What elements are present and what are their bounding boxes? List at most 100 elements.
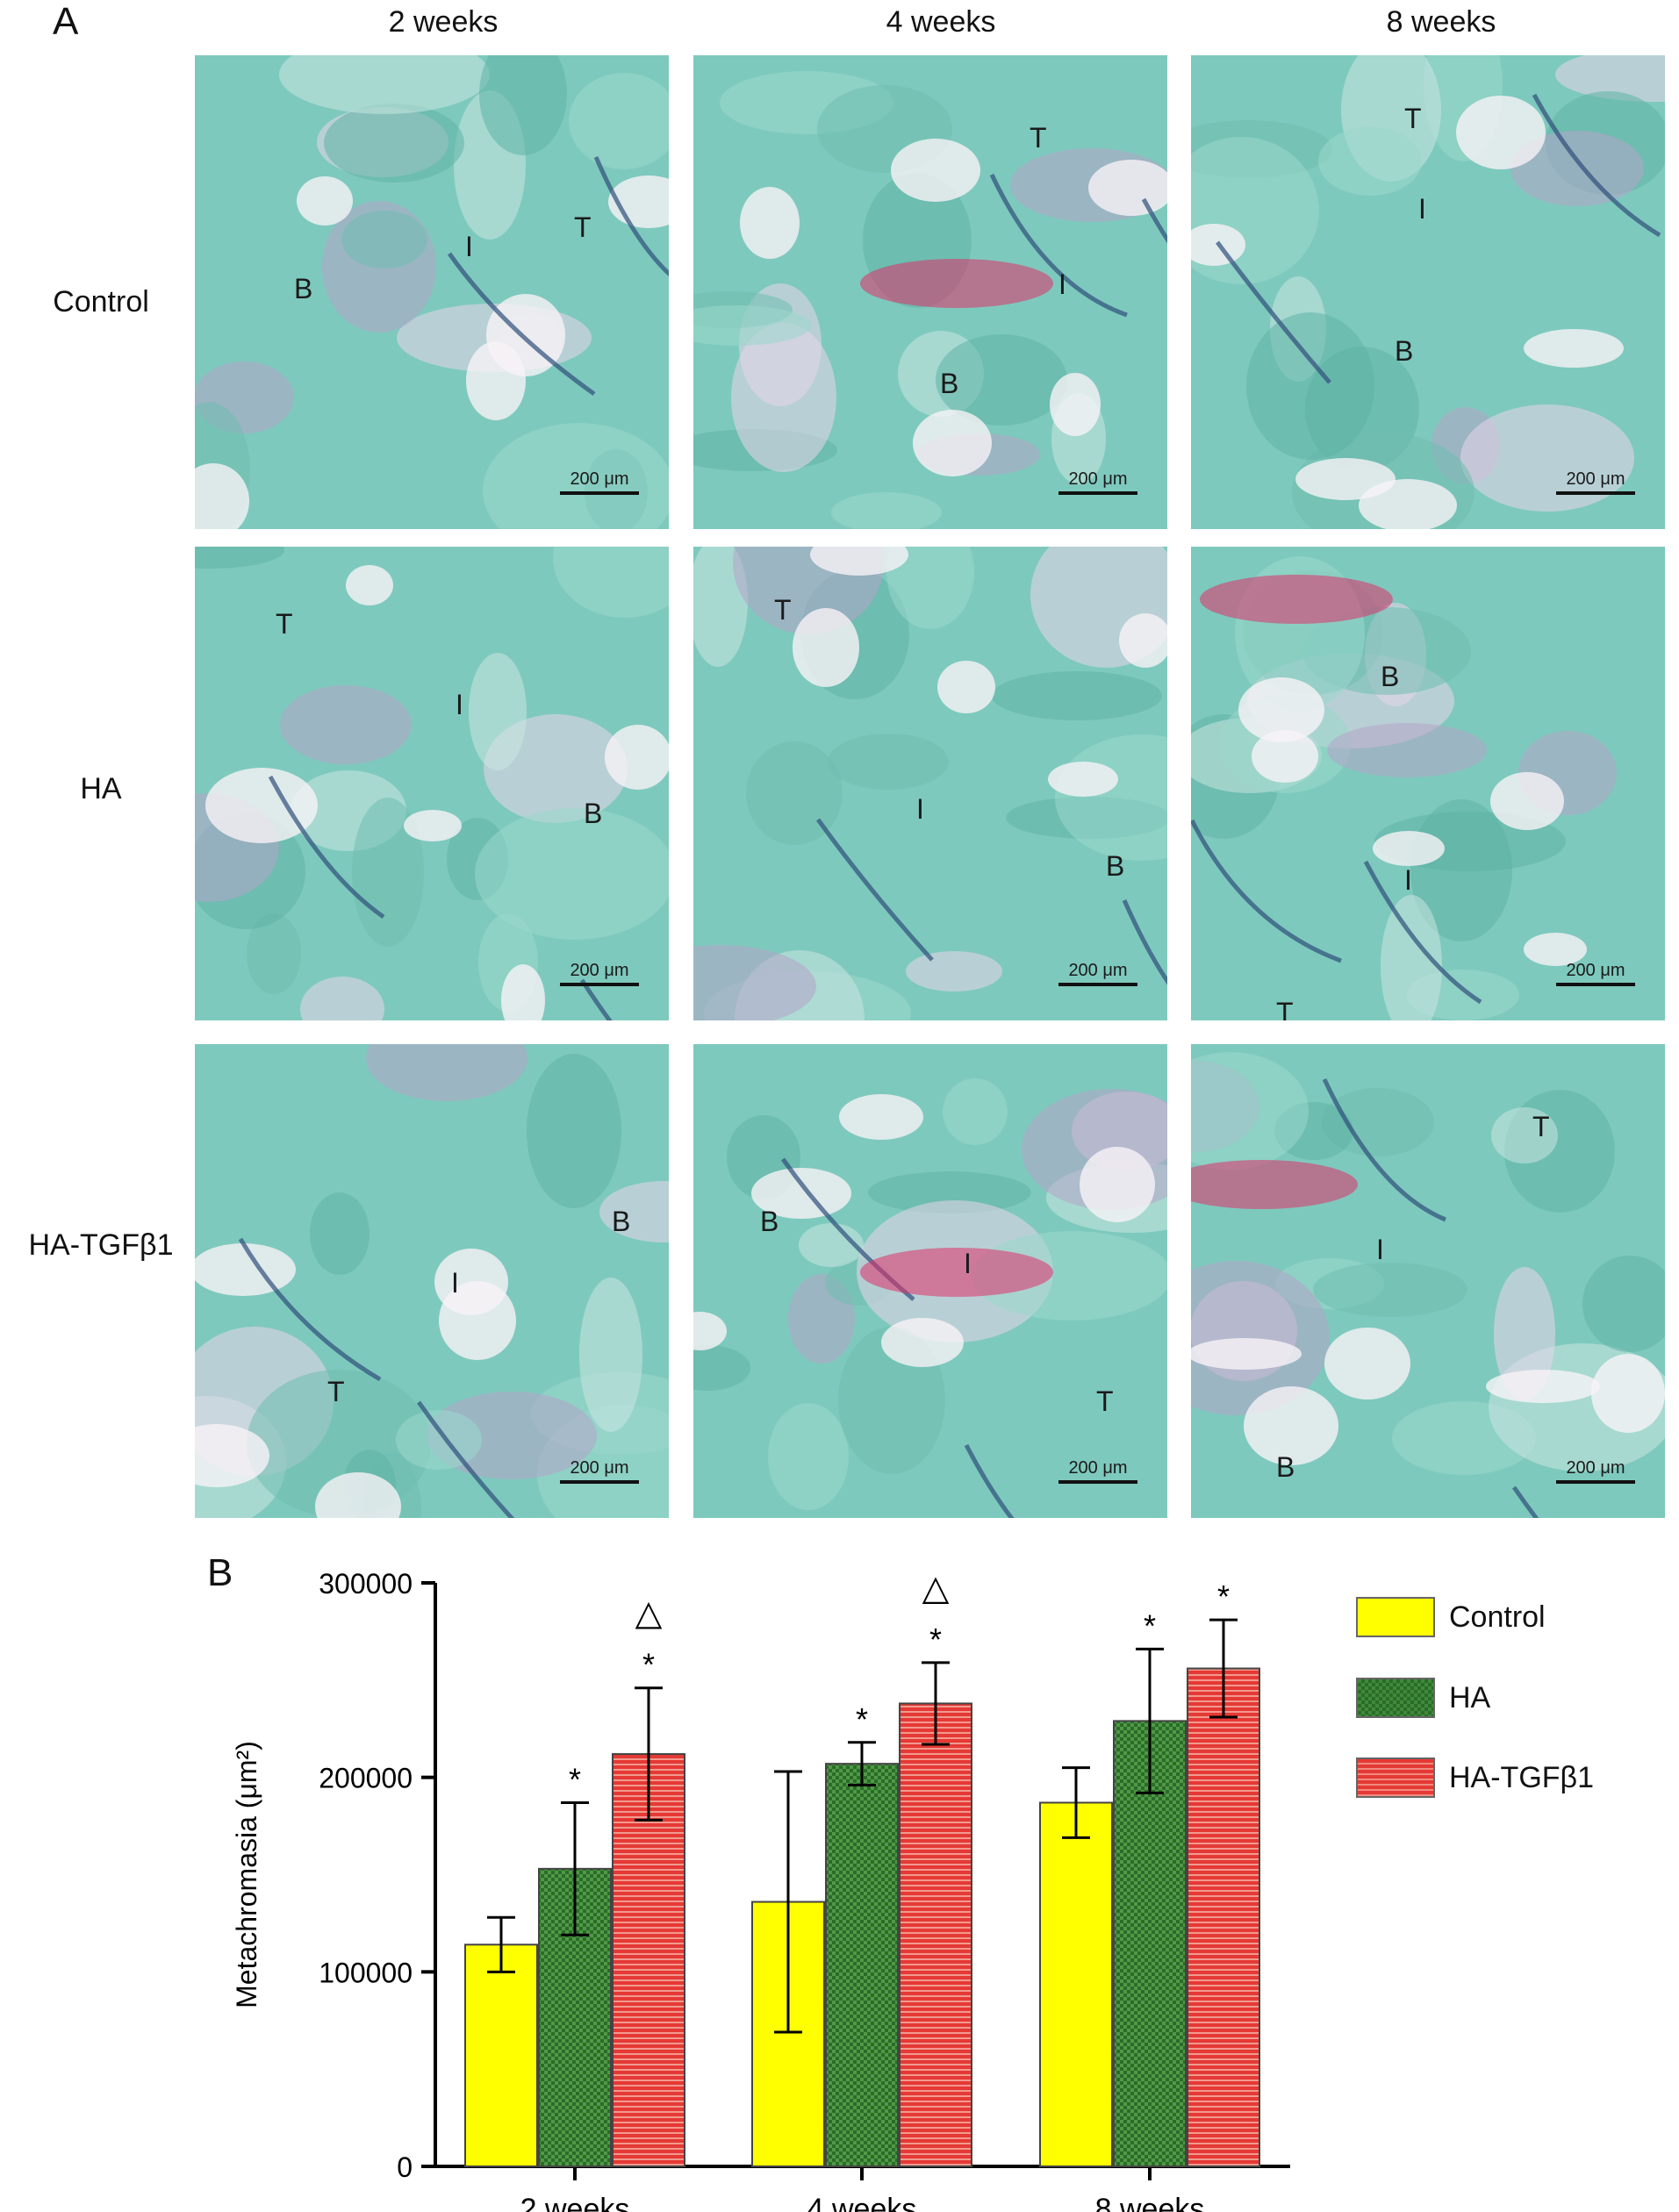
scale-bar-line — [1556, 1480, 1635, 1484]
bar — [1187, 1667, 1260, 2168]
bar — [612, 1753, 685, 2167]
scale-bar-line — [1058, 983, 1137, 986]
tissue-label: I — [456, 689, 463, 720]
tissue-label: T — [1276, 997, 1294, 1020]
scale-bar-label: 200 μm — [570, 1458, 629, 1478]
tissue-label: T — [574, 211, 592, 243]
scale-bar-label: 200 μm — [570, 469, 629, 489]
tissue-label: T — [1532, 1111, 1550, 1142]
significance-marker: * — [929, 1621, 942, 1657]
micrograph-tile: B I T 200 μm — [195, 1044, 669, 1518]
tissue-label: T — [327, 1376, 345, 1407]
micrograph-image — [1191, 1052, 1665, 1518]
tissue-label: B — [1395, 335, 1414, 367]
scale-bar-label: 200 μm — [1566, 469, 1625, 489]
column-header-2-weeks: 2 weeks — [388, 5, 499, 39]
row-header-control: Control — [53, 285, 149, 319]
micrograph-tile: T I B 200 μm — [195, 547, 669, 1020]
tissue-label: T — [1404, 103, 1422, 134]
significance-marker: * — [1217, 1578, 1230, 1614]
x-tick-label: 4 weeks — [807, 2193, 917, 2212]
significance-marker: * — [642, 1647, 655, 1683]
tissue-label: T — [1096, 1385, 1114, 1417]
micrograph-image — [693, 547, 1167, 1020]
tissue-label: I — [1058, 268, 1066, 300]
micrograph-tile: T I B 200 μm — [1191, 1044, 1665, 1518]
scale-bar-line — [1556, 491, 1635, 495]
scale-bar-line — [1058, 1480, 1137, 1484]
scale-bar-line — [560, 983, 639, 986]
significance-marker: * — [856, 1701, 868, 1737]
micrograph-tile: B I T 200 μm — [1191, 547, 1665, 1020]
tissue-label: I — [465, 231, 473, 262]
tissue-label: B — [584, 798, 603, 829]
column-header-8-weeks: 8 weeks — [1386, 5, 1496, 39]
scale-bar: 200 μm — [560, 1458, 639, 1484]
y-tick-label: 200000 — [319, 1763, 413, 1794]
y-axis-label: Metachromasia (μm²) — [231, 1741, 262, 2008]
panel-a-letter: A — [53, 0, 79, 43]
tissue-label: I — [1418, 193, 1426, 225]
tissue-label: T — [774, 594, 792, 626]
scale-bar: 200 μm — [560, 961, 639, 986]
micrograph-image — [1191, 556, 1617, 1020]
scale-bar-label: 200 μm — [570, 961, 629, 980]
tissue-label: I — [1404, 864, 1412, 896]
bar — [825, 1763, 899, 2167]
tissue-label: B — [294, 273, 313, 304]
bar — [1113, 1720, 1187, 2167]
y-tick-label: 0 — [397, 2151, 413, 2183]
legend-swatch-ha-tgfb1 — [1356, 1757, 1435, 1798]
tissue-label: I — [1376, 1234, 1384, 1265]
micrograph-image — [1191, 55, 1665, 529]
tissue-label: B — [940, 368, 959, 399]
tissue-label: B — [760, 1206, 779, 1237]
legend-swatch-ha — [1356, 1678, 1435, 1718]
tissue-label: T — [1030, 122, 1047, 154]
tissue-label: I — [451, 1267, 459, 1299]
micrograph-image — [195, 547, 669, 1020]
x-tick-label: 8 weeks — [1095, 2193, 1205, 2212]
scale-bar: 200 μm — [1556, 961, 1635, 986]
significance-marker: * — [569, 1761, 581, 1797]
scale-bar: 200 μm — [1556, 1458, 1635, 1484]
panel-b-letter: B — [207, 1551, 233, 1594]
tissue-label: B — [612, 1206, 631, 1237]
y-tick-label: 100000 — [319, 1957, 413, 1988]
scale-bar-label: 200 μm — [1566, 1458, 1625, 1478]
micrograph-image — [195, 55, 669, 529]
scale-bar-label: 200 μm — [1068, 961, 1128, 980]
scale-bar-line — [560, 1480, 639, 1484]
micrograph-image — [693, 71, 1167, 529]
bar — [1039, 1801, 1113, 2167]
tissue-label: I — [916, 793, 924, 825]
micrograph-image — [195, 1044, 669, 1518]
tissue-label: B — [1381, 661, 1400, 692]
scale-bar: 200 μm — [1556, 469, 1635, 495]
legend-label-ha-tgfb1: HA-TGFβ1 — [1449, 1761, 1595, 1794]
bar — [899, 1702, 972, 2167]
scale-bar-line — [560, 491, 639, 495]
tissue-label: I — [964, 1248, 972, 1279]
legend-swatch-control — [1356, 1597, 1435, 1637]
tissue-label: B — [1276, 1451, 1295, 1483]
bar — [464, 1944, 538, 2167]
significance-marker: △ — [635, 1594, 663, 1633]
row-header-ha-tgfb1: HA-TGFβ1 — [28, 1228, 174, 1262]
micrograph-tile: B I T 200 μm — [693, 1044, 1167, 1518]
x-tick-label: 2 weeks — [520, 2193, 630, 2212]
y-tick-label: 300000 — [319, 1568, 413, 1600]
significance-marker: * — [1144, 1607, 1156, 1643]
column-header-4-weeks: 4 weeks — [886, 5, 996, 39]
scale-bar: 200 μm — [1058, 961, 1137, 986]
significance-marker: △ — [922, 1569, 950, 1607]
micrograph-tile: T I B 200 μm — [693, 547, 1167, 1020]
legend-label-ha: HA — [1449, 1681, 1491, 1714]
micrograph-tile: T I B 200 μm — [1191, 55, 1665, 529]
scale-bar-label: 200 μm — [1566, 961, 1625, 980]
scale-bar-label: 200 μm — [1068, 1458, 1128, 1478]
tissue-label: B — [1106, 850, 1125, 882]
micrograph-image — [693, 1078, 1167, 1518]
scale-bar: 200 μm — [1058, 1458, 1137, 1484]
legend-label-control: Control — [1449, 1600, 1546, 1634]
